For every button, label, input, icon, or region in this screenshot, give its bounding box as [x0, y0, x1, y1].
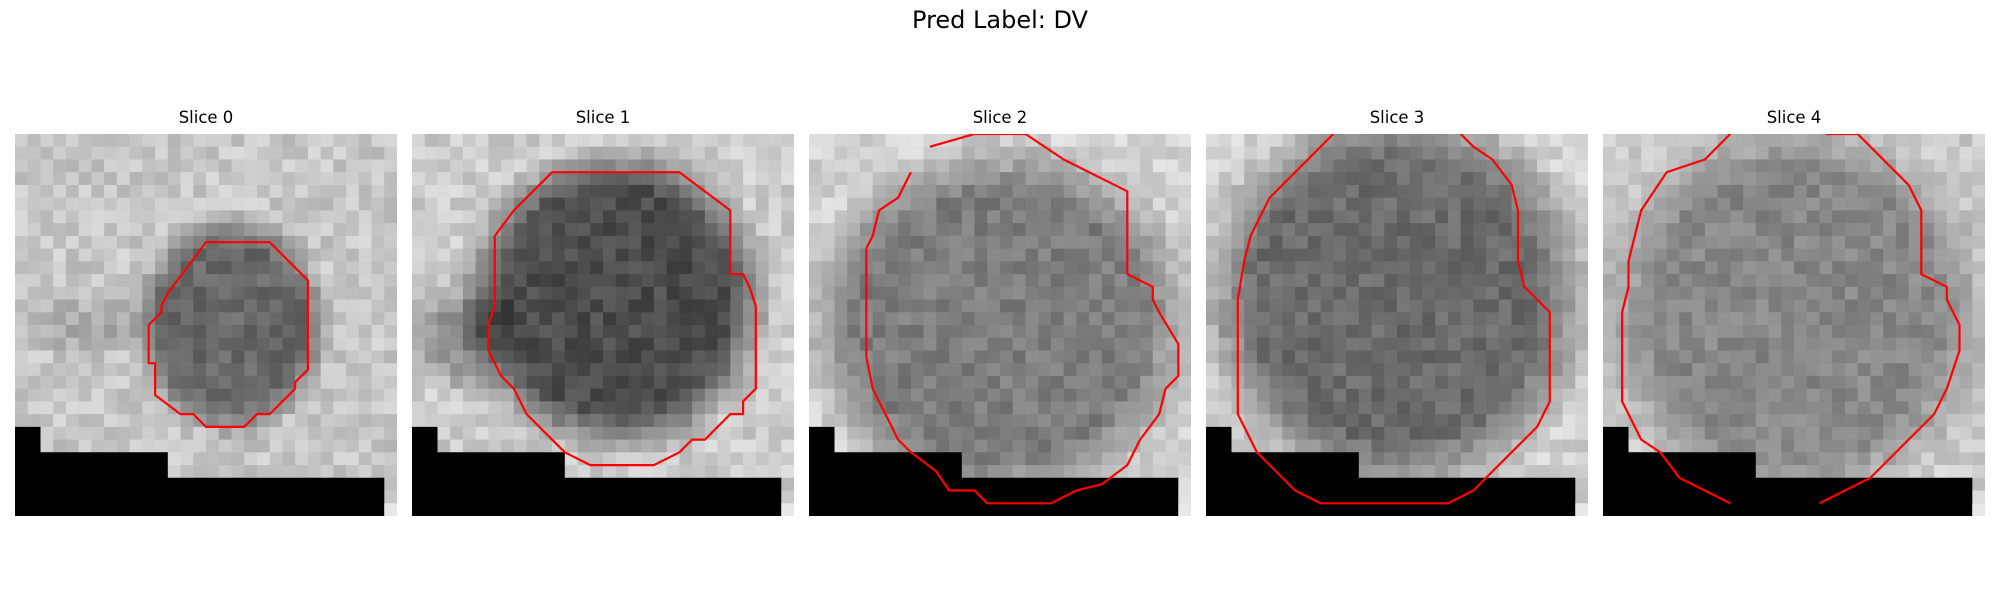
slice-canvas-0: [15, 134, 397, 516]
slice-title-0: Slice 0: [178, 108, 234, 127]
slice-canvas-4: [1603, 134, 1985, 516]
contour-line: [1236, 134, 1551, 505]
slice-image-1: [412, 134, 794, 516]
pixel-grid: [1206, 134, 1588, 516]
contour-line: [865, 134, 1180, 505]
pixel-grid: [809, 134, 1191, 516]
mask-region: [809, 426, 1179, 516]
edge-strip: [1178, 503, 1191, 516]
pixel-grid: [1603, 134, 1985, 516]
mask-region: [1603, 426, 1973, 516]
contour-line-right: [1819, 134, 1961, 505]
slice-canvas-3: [1206, 134, 1588, 516]
slice-title-4: Slice 4: [1766, 108, 1822, 127]
slice-image-3: [1206, 134, 1588, 516]
slice-title-2: Slice 2: [972, 108, 1028, 127]
edge-strip: [781, 503, 794, 516]
slice-canvas-2: [809, 134, 1191, 516]
contour-line: [147, 241, 309, 428]
edge-strip: [1972, 503, 1985, 516]
slice-title-1: Slice 1: [575, 108, 631, 127]
mask-region: [1206, 426, 1576, 516]
mask-region: [412, 426, 782, 516]
mask-region: [15, 426, 385, 516]
slice-image-4: [1603, 134, 1985, 516]
slice-image-0: [15, 134, 397, 516]
slice-canvas-1: [412, 134, 794, 516]
slice-title-3: Slice 3: [1369, 108, 1425, 127]
edge-strip: [384, 503, 397, 516]
contour-line: [487, 171, 757, 467]
slice-image-2: [809, 134, 1191, 516]
edge-strip: [1575, 503, 1588, 516]
contour-line: [1621, 134, 1732, 505]
figure-title: Pred Label: DV: [912, 6, 1088, 34]
